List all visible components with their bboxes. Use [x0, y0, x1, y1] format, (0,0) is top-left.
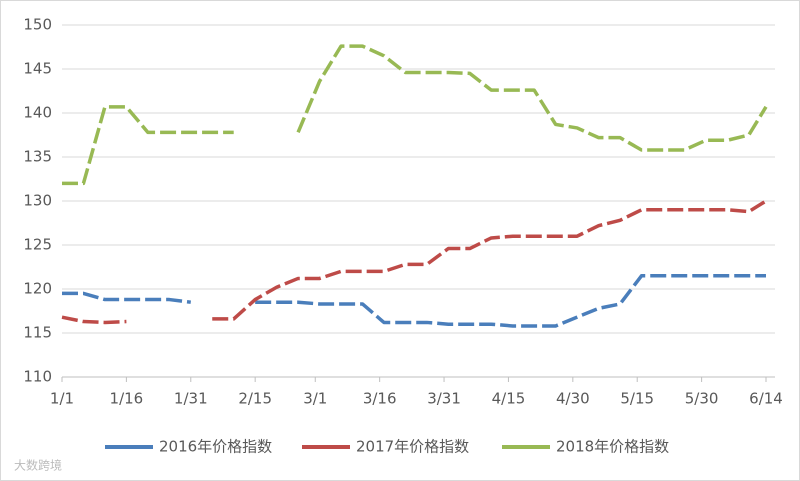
legend-label: 2018年价格指数 — [556, 438, 669, 456]
y-tick-label: 150 — [23, 16, 52, 34]
series-line — [61, 199, 767, 325]
x-tick-label: 5/15 — [620, 390, 654, 408]
x-tick-label: 4/15 — [492, 390, 526, 408]
x-tick-label: 2/15 — [238, 390, 272, 408]
y-tick-label: 130 — [23, 192, 52, 210]
legend-label: 2016年价格指数 — [159, 438, 272, 456]
series-line — [62, 44, 768, 186]
x-tick-label: 3/1 — [303, 390, 327, 408]
x-tick-label: 1/31 — [174, 390, 208, 408]
y-tick-label: 140 — [23, 104, 52, 122]
y-tick-label: 125 — [23, 236, 52, 254]
x-tick-label: 1/16 — [110, 390, 144, 408]
x-tick-label: 6/14 — [749, 390, 783, 408]
y-tick-label: 145 — [23, 60, 52, 78]
y-tick-label: 120 — [23, 280, 52, 298]
x-tick-label: 3/31 — [427, 390, 461, 408]
watermark: 大数跨境 — [14, 458, 62, 473]
legend-label: 2017年价格指数 — [356, 438, 469, 456]
x-tick-label: 5/30 — [685, 390, 719, 408]
y-tick-label: 115 — [23, 324, 52, 342]
series-line — [62, 274, 766, 328]
x-tick-label: 4/30 — [556, 390, 590, 408]
x-tick-label: 3/16 — [363, 390, 397, 408]
x-tick-label: 1/1 — [50, 390, 74, 408]
y-tick-label: 135 — [23, 148, 52, 166]
y-tick-label: 110 — [23, 368, 52, 386]
